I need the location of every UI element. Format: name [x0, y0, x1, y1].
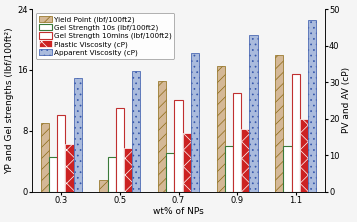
Bar [116, 108, 124, 192]
Legend: Yield Point (lbf/100ft2), Gel Strength 10s (lbf/100ft2), Gel Strength 10mins (lb: Yield Point (lbf/100ft2), Gel Strength 1… [36, 13, 175, 59]
Bar [132, 71, 140, 192]
Bar [41, 123, 49, 192]
X-axis label: wt% of NPs: wt% of NPs [153, 207, 204, 216]
Bar [158, 81, 166, 192]
Bar [49, 157, 57, 192]
Bar [217, 66, 225, 192]
Bar [300, 119, 308, 192]
Bar [65, 144, 74, 192]
Bar [292, 74, 300, 192]
Y-axis label: YP and Gel strengths (lbf/100ft²): YP and Gel strengths (lbf/100ft²) [6, 27, 15, 174]
Bar [74, 78, 82, 192]
Bar [108, 157, 116, 192]
Bar [175, 100, 182, 192]
Bar [124, 148, 132, 192]
Bar [308, 20, 316, 192]
Bar [100, 180, 108, 192]
Bar [233, 93, 241, 192]
Bar [57, 115, 65, 192]
Bar [241, 129, 249, 192]
Bar [191, 53, 199, 192]
Bar [249, 35, 257, 192]
Bar [182, 133, 191, 192]
Y-axis label: PV and AV (cP): PV and AV (cP) [342, 67, 351, 133]
Bar [275, 55, 283, 192]
Bar [225, 146, 233, 192]
Bar [283, 146, 292, 192]
Bar [166, 153, 175, 192]
